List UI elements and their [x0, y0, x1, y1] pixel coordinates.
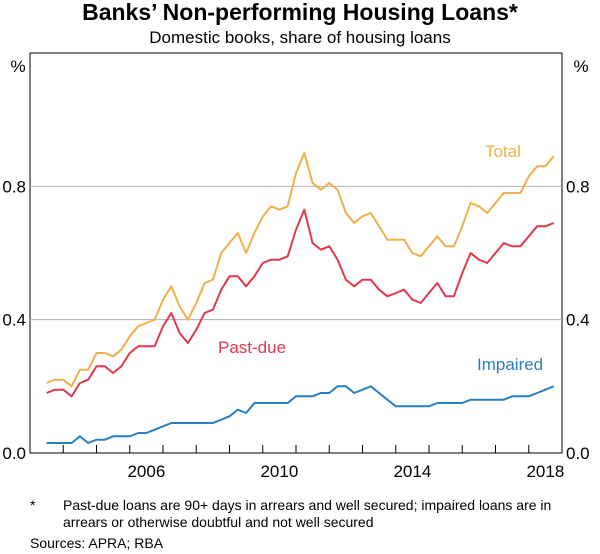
chart-subtitle: Domestic books, share of housing loans	[149, 28, 451, 47]
x-tick-label: 2010	[260, 462, 298, 481]
y-tick-label-right: 0.4	[566, 311, 590, 330]
y-tick-label-left: 0.0	[2, 444, 26, 463]
total-line	[46, 152, 555, 388]
plot-frame	[29, 52, 563, 454]
x-tick-label: 2014	[393, 462, 431, 481]
x-tick-label: 2018	[526, 462, 564, 481]
y-tick-label-right: 0.8	[566, 177, 590, 196]
footnote-text: Past-due loans are 90+ days in arrears a…	[63, 497, 552, 530]
right-unit-label: %	[573, 57, 588, 76]
past-due-line	[46, 208, 555, 398]
sources-note: Sources: APRA; RBA	[30, 535, 164, 551]
series-lines	[46, 152, 555, 444]
impaired-series-label: Impaired	[477, 355, 543, 374]
total-series-label: Total	[485, 142, 521, 161]
gridlines	[30, 185, 562, 321]
y-tick-label-left: 0.4	[2, 311, 26, 330]
y-tick-label-right: 0.0	[566, 444, 590, 463]
axis-ticks: 0.0 0.0 0.4 0.4 0.8 0.8 2006 2010 2014 2018	[2, 177, 589, 481]
chart-title: Banks’ Non-performing Housing Loans*	[82, 0, 518, 25]
left-unit-label: %	[10, 57, 25, 76]
impaired-line	[46, 385, 555, 444]
y-tick-label-left: 0.8	[2, 177, 26, 196]
footnote-marker: *	[30, 497, 36, 513]
x-tick-label: 2006	[127, 462, 165, 481]
past-due-series-label: Past-due	[218, 338, 286, 357]
